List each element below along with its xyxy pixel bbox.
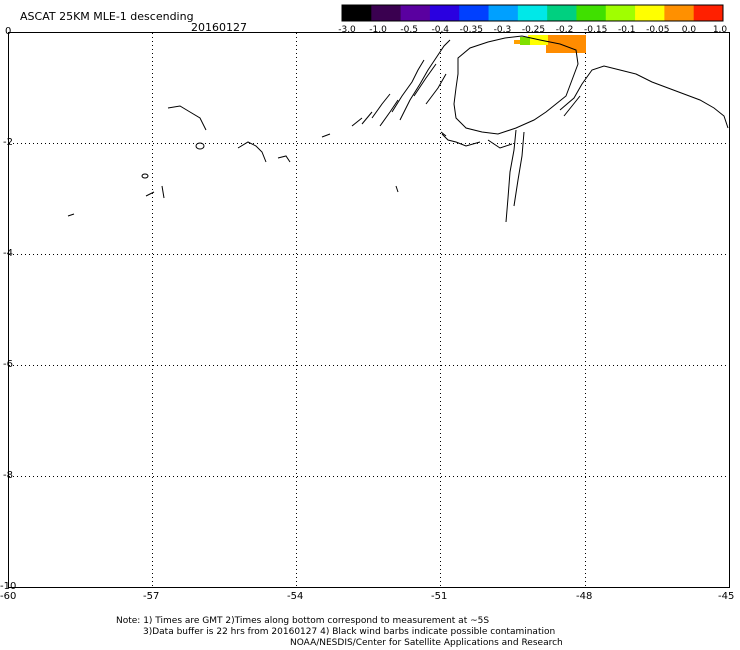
colorbar-label: -3.0	[338, 25, 356, 35]
colorbar-segment	[664, 5, 695, 21]
map-date: 20160127	[191, 21, 247, 34]
colorbar-segment	[605, 5, 636, 21]
coast-strand	[487, 139, 513, 149]
island	[141, 173, 149, 179]
colorbar-label: -0.25	[521, 25, 546, 35]
colorbar-border	[341, 4, 724, 22]
x-tick-label: -54	[287, 591, 304, 602]
note-line-3: NOAA/NESDIS/Center for Satellite Applica…	[290, 638, 563, 648]
colorbar-segment	[459, 5, 490, 21]
island	[67, 213, 75, 217]
coast-strand	[351, 117, 363, 127]
colorbar-segment	[576, 5, 607, 21]
coastline	[67, 35, 729, 223]
island	[167, 105, 207, 131]
colorbar-label: -0.35	[459, 25, 483, 35]
colorbar-label: -0.3	[493, 25, 512, 35]
swath-green-block	[520, 37, 530, 45]
river-estuary	[505, 129, 517, 223]
colorbar-label: -1.0	[369, 25, 387, 35]
coast-strand	[399, 39, 451, 121]
island	[440, 131, 447, 137]
x-tick-label: -57	[143, 591, 160, 602]
colorbar-label: -0.2	[555, 25, 574, 35]
colorbar-label: -0.5	[400, 25, 418, 35]
coast-strand	[391, 59, 425, 113]
grid-lines	[9, 33, 729, 587]
colorbar-segment	[635, 5, 665, 21]
y-tick-label: 0	[5, 26, 12, 37]
x-tick-label: -60	[0, 591, 17, 602]
colorbar-segment	[693, 5, 724, 21]
swath-orange-block	[546, 35, 586, 53]
coast-strand	[371, 93, 391, 119]
x-tick-label: -48	[576, 591, 593, 602]
coast-strand	[563, 95, 581, 117]
colorbar-segment	[547, 5, 577, 21]
colorbar-segment	[400, 5, 431, 21]
river-estuary	[513, 131, 525, 207]
colorbar-segment	[342, 5, 372, 21]
y-tick-label: -2	[3, 137, 13, 148]
colorbar-label: 0.0	[681, 25, 697, 35]
wind-swath	[514, 35, 586, 53]
coast-strand	[425, 73, 447, 105]
y-tick-label: -10	[0, 581, 17, 592]
x-tick-label: -45	[718, 591, 735, 602]
swath-small-block	[514, 40, 520, 44]
y-tick-label: -4	[3, 248, 13, 259]
y-tick-label: -6	[3, 359, 13, 370]
map-frame	[8, 32, 730, 588]
coast-strand	[361, 111, 373, 125]
island	[395, 185, 399, 193]
note-line-2: 3)Data buffer is 22 hrs from 20160127 4)…	[143, 627, 556, 637]
colorbar-segment	[371, 5, 402, 21]
colorbar-label: -0.1	[617, 25, 636, 35]
island	[237, 141, 267, 163]
colorbar-label: -0.15	[584, 25, 608, 35]
island	[195, 142, 205, 150]
island	[145, 191, 155, 197]
note-line-1: Note: 1) Times are GMT 2)Times along bot…	[116, 616, 490, 626]
map-title: ASCAT 25KM MLE-1 descending	[20, 10, 194, 23]
colorbar-label: -0.05	[646, 25, 670, 35]
island	[161, 185, 165, 199]
coast-strand	[441, 133, 481, 147]
colorbar	[341, 4, 724, 22]
coast-strand	[321, 133, 331, 138]
colorbar-segment	[488, 5, 519, 21]
coast-strand	[379, 99, 399, 127]
colorbar-segment	[517, 5, 548, 21]
x-tick-label: -51	[431, 591, 448, 602]
y-tick-label: -8	[3, 470, 13, 481]
east-coastline	[559, 65, 729, 129]
coast-strand	[413, 63, 437, 97]
colorbar-label: -0.4	[431, 25, 450, 35]
marajo-island-outline	[453, 35, 579, 135]
colorbar-segment	[429, 5, 460, 21]
island	[277, 155, 291, 163]
colorbar-label: 1.0	[712, 25, 728, 35]
